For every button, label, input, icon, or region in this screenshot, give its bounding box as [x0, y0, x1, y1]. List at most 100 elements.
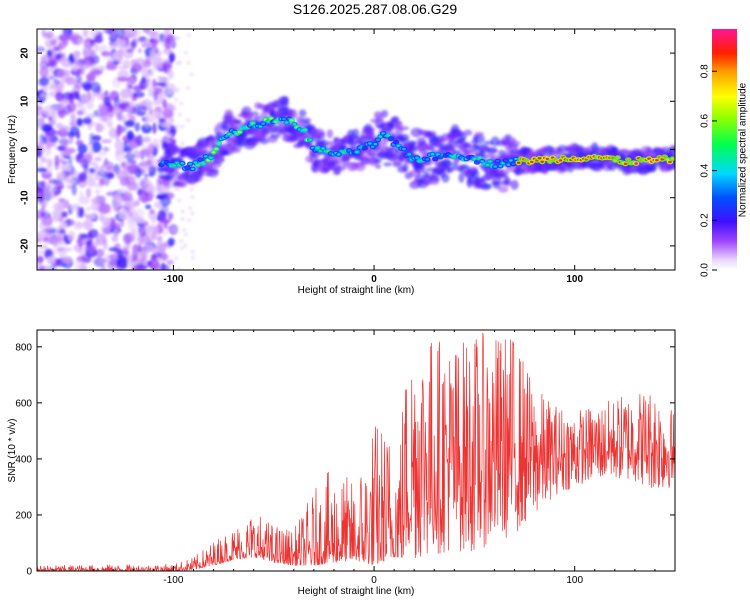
heatmap-noise-cell	[53, 78, 60, 85]
heatmap-noise-cell	[58, 34, 68, 42]
heatmap-noise-cell	[99, 106, 110, 115]
heatmap-noise-cell	[175, 187, 180, 191]
heatmap-noise-cell	[189, 187, 194, 192]
heatmap-noise-cell	[85, 244, 97, 252]
heatmap-ridge-core	[378, 135, 383, 138]
heatmap-ridge-core	[368, 142, 372, 145]
heatmap-ridge-core	[670, 157, 675, 160]
heatmap-noise-cell	[170, 118, 175, 123]
heatmap-noise-cell	[93, 242, 103, 247]
y-tick-label: -10	[20, 190, 31, 205]
heatmap-noise-cell	[102, 238, 108, 251]
heatmap-noise-cell	[48, 56, 59, 68]
heatmap-halo-cell	[169, 167, 179, 178]
heatmap-halo-cell	[398, 126, 410, 131]
heatmap-noise-cell	[145, 204, 152, 210]
heatmap-noise-cell	[116, 124, 122, 136]
heatmap-noise-cell	[149, 225, 160, 236]
heatmap-noise-cell	[145, 112, 157, 123]
heatmap-noise-cell	[120, 208, 130, 220]
heatmap-noise-cell	[113, 107, 119, 116]
x-tick-label: 100	[566, 274, 583, 285]
heatmap-noise-cell	[166, 259, 174, 265]
heatmap-noise-cell	[167, 67, 172, 72]
heatmap-noise-cell	[75, 139, 84, 147]
heatmap-noise-cell	[137, 48, 142, 53]
heatmap-noise-cell	[124, 152, 136, 161]
heatmap-noise-cell	[170, 84, 175, 89]
heatmap-noise-cell	[54, 154, 60, 167]
heatmap-halo-cell	[482, 183, 492, 190]
heatmap-halo-cell	[410, 140, 417, 146]
heatmap-noise-cell	[99, 177, 105, 186]
heatmap-ridge-core	[493, 165, 498, 168]
heatmap-noise-cell	[114, 150, 126, 162]
heatmap-noise-cell	[145, 190, 154, 202]
heatmap-ridge-core	[503, 159, 508, 162]
heatmap-noise-cell	[42, 85, 49, 92]
heatmap-noise-cell	[103, 51, 116, 60]
heatmap-noise-cell	[186, 218, 191, 223]
heatmap-noise-cell	[129, 196, 136, 201]
heatmap-noise-cell	[167, 237, 175, 247]
heatmap-halo-cell	[505, 165, 514, 173]
heatmap-noise-cell	[129, 77, 136, 86]
heatmap-noise-cell	[89, 132, 95, 145]
heatmap-halo-cell	[319, 139, 328, 148]
heatmap-noise-cell	[49, 43, 59, 51]
heatmap-noise-cell	[50, 110, 57, 118]
heatmap-noise-cell	[154, 201, 162, 209]
heatmap-noise-cell	[79, 190, 84, 200]
line-frame	[36, 329, 676, 572]
heatmap-noise-cell	[65, 76, 76, 86]
heatmap-noise-cell	[40, 54, 50, 65]
heatmap-noise-cell	[179, 238, 184, 243]
heatmap-noise-cell	[180, 216, 185, 221]
colorbar-ticks: 0.0 0.2 0.4 0.6 0.8 Normalized spectral ampli…	[700, 64, 749, 277]
heatmap-noise-cell	[169, 88, 174, 93]
heatmap-halo-cell	[474, 131, 485, 137]
heatmap-noise-cell	[143, 40, 149, 48]
heatmap-noise-cell	[73, 265, 86, 270]
heatmap-noise-cell	[176, 266, 181, 270]
heatmap-noise-cell	[98, 151, 107, 156]
heatmap-ridge-core	[613, 159, 617, 162]
heatmap-noise-cell	[93, 43, 99, 53]
heatmap-halo-cell	[367, 156, 380, 166]
heatmap-noise-cell	[168, 52, 175, 63]
heatmap-ridge-core	[269, 117, 273, 120]
heatmap-noise-cell	[37, 231, 47, 240]
heatmap-noise-cell	[103, 95, 112, 107]
heatmap-noise-cell	[114, 29, 126, 38]
heatmap-noise-cell	[85, 206, 92, 212]
heatmap-noise-cell	[101, 216, 112, 226]
heatmap-noise-cell	[40, 123, 53, 132]
heatmap-noise-cell	[159, 204, 169, 217]
heatmap-noise-cell	[134, 208, 145, 218]
heatmap-halo-cell	[160, 155, 170, 161]
heatmap-noise-cell	[60, 211, 68, 218]
heatmap-noise-cell	[117, 188, 127, 194]
heatmap-noise-cell	[76, 118, 83, 127]
y-tick-label: 0	[20, 146, 31, 152]
heatmap-noise-cell	[138, 225, 147, 237]
heatmap-halo-cell	[298, 109, 307, 118]
heatmap-noise-cell	[63, 150, 72, 156]
heatmap-noise-cell	[37, 190, 45, 199]
heatmap-noise-cell	[127, 181, 138, 191]
heatmap-halo-cell	[504, 177, 512, 187]
heatmap-noise-cell	[189, 72, 194, 77]
heatmap-noise-cell	[157, 75, 163, 82]
heatmap-noise-cell	[124, 200, 131, 206]
heatmap-halo-cell	[383, 162, 393, 167]
heatmap-halo-cell	[401, 137, 410, 144]
heatmap-ridge-core	[190, 167, 195, 171]
heatmap-halo-cell	[234, 119, 243, 125]
heatmap-noise-cell	[137, 188, 143, 196]
heatmap-ridge-core	[610, 156, 615, 159]
colorbar-tick-label: 0.0	[700, 263, 711, 277]
heatmap-noise-cell	[180, 209, 185, 214]
heatmap-noise-cell	[169, 49, 174, 54]
heatmap-noise-cell	[40, 206, 46, 217]
heatmap-ridge-core	[227, 132, 231, 136]
